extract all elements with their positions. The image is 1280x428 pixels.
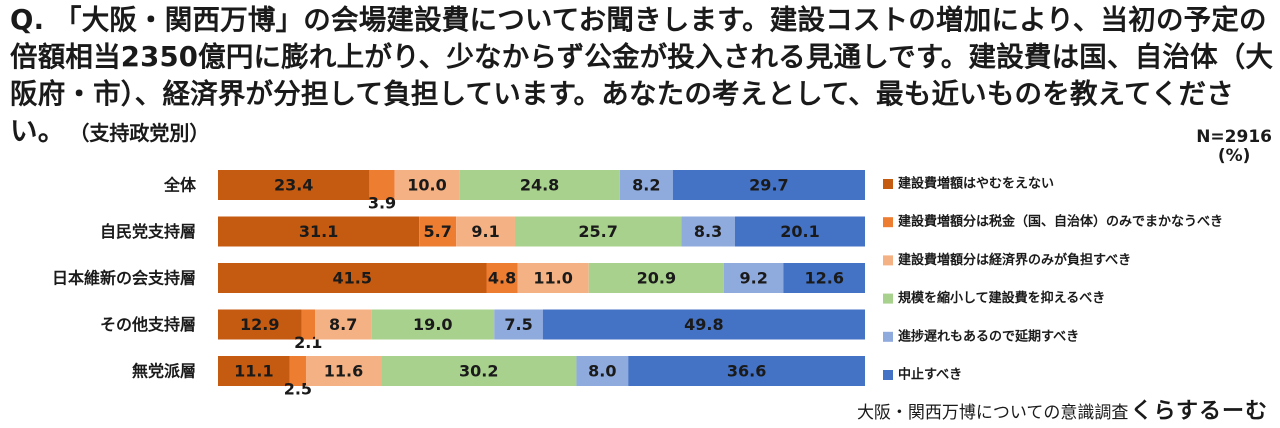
bar-segment [619,170,673,200]
bar-segment [514,216,682,247]
data-label: 5.7 [423,222,451,241]
bar-segment [218,263,487,293]
data-label: 8.2 [632,176,660,195]
category-label: 日本維新の会支持層 [52,269,196,288]
data-label: 12.6 [804,269,843,288]
data-label: 31.1 [299,222,338,241]
legend-label: 中止すべき [898,367,962,383]
bar-segment [369,170,395,200]
bar-segment [305,356,382,386]
question-text: Q. 「大阪・関西万博」の会場建設費についてお聞きします。建設コストの増加により… [10,2,1275,152]
data-label: 11.6 [324,362,363,381]
data-label: 2.5 [284,380,312,399]
data-label: 49.8 [684,315,723,334]
legend-swatch [883,293,893,304]
bar-segment [301,309,316,340]
data-label: 24.8 [520,176,559,195]
data-label: 3.9 [368,194,396,213]
data-label: 20.1 [780,222,819,241]
category-label: 無党派層 [132,362,196,381]
bar-segment [218,216,420,247]
data-label: 25.7 [578,222,617,241]
bar-segment [734,216,865,247]
bar-segment [218,356,290,386]
data-label: 9.2 [740,269,768,288]
bar-segment [459,170,620,200]
bar-segment [672,170,865,200]
category-label: 自民党支持層 [100,222,196,241]
data-label: 19.0 [413,315,452,334]
brand-logo: くらするーむ [1130,398,1268,424]
question-body: Q. 「大阪・関西万博」の会場建設費についてお聞きします。建設コストの増加により… [10,4,1274,147]
source-credit: 大阪・関西万博についての意識調査くらするーむ [857,398,1268,426]
sample-size-n: N=2916 [1196,127,1272,147]
bar-segment [315,309,372,340]
legend-label: 建設費増額はやむをえない [898,176,1054,192]
bar-segment [419,216,457,247]
bar-segment [576,356,629,386]
legend-label: 規模を縮小して建設費を抑えるべき [898,290,1105,306]
bar-segment [542,309,865,340]
bar-segment [218,170,370,200]
data-label: 20.9 [637,269,676,288]
data-label: 30.2 [459,362,498,381]
data-label: 8.0 [588,362,616,381]
bar-segment [218,309,302,340]
bar-segment [494,309,543,340]
sample-size: N=2916 (%) [1196,128,1272,166]
bar-segment [588,263,724,293]
data-label: 29.7 [749,176,788,195]
bar-segment [371,309,495,340]
data-label: 41.5 [333,269,372,288]
unit-label: (%) [1217,146,1251,166]
data-label: 4.8 [488,269,516,288]
legend-label: 建設費増額分は経済界のみが負担すべき [898,252,1131,268]
data-label: 8.7 [329,315,357,334]
data-label: 36.6 [727,362,766,381]
data-label: 23.4 [274,176,313,195]
bar-segment [381,356,577,386]
category-label: その他支持層 [100,315,196,334]
data-label: 11.1 [234,362,273,381]
legend-swatch [883,331,893,342]
data-label: 8.3 [694,222,722,241]
data-label: 7.5 [504,315,532,334]
bar-segment [486,263,518,293]
category-label: 全体 [163,176,197,195]
bar-segment [394,170,460,200]
legend-swatch [883,217,893,228]
source-title: 大阪・関西万博についての意識調査 [856,403,1129,423]
legend-label: 建設費増額分は税金（国、自治体）のみでまかなうべき [898,214,1223,230]
legend-swatch [883,370,893,380]
legend-swatch [883,255,893,266]
legend-swatch [883,179,893,189]
question-subtitle: （支持政党別） [79,121,210,145]
data-label: 10.0 [407,176,446,195]
bar-segment [723,263,784,293]
data-label: 9.1 [471,222,499,241]
legend-label: 進捗遅れもあるので延期すべき [898,328,1079,344]
data-label: 12.9 [240,315,279,334]
bar-segment [456,216,515,247]
bar-segment [628,356,865,386]
data-label: 11.0 [533,269,572,288]
bar-segment [289,356,306,386]
bar-segment [783,263,865,293]
bar-segment [517,263,589,293]
bar-segment [681,216,735,247]
